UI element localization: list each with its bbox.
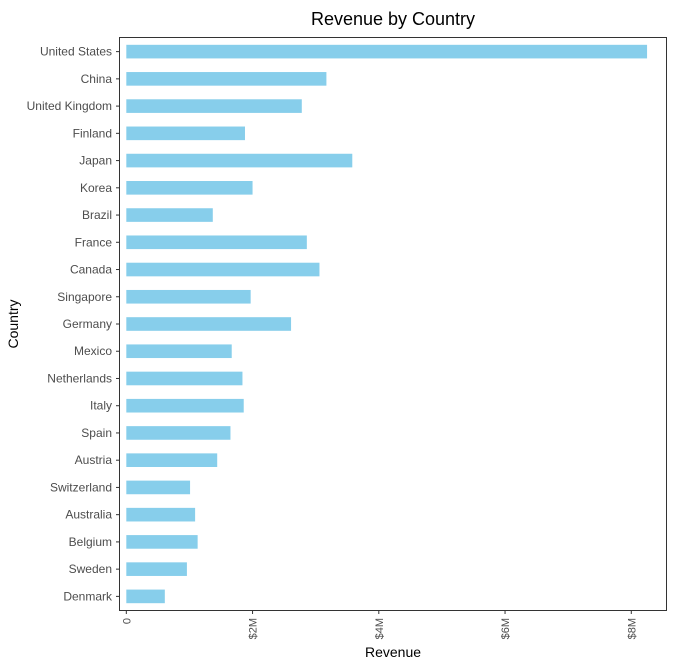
y-axis: United States China United Kingdom Finland J… [27,45,120,603]
y-tick-label: Brazil [82,208,112,222]
y-tick-label: Mexico [74,344,112,358]
chart-title: Revenue by Country [311,9,475,29]
x-tick-label: $4M [374,618,386,639]
bar [126,535,198,549]
bars-group [126,44,648,604]
bar [126,453,218,467]
y-tick-label: China [81,72,113,86]
bar [126,507,196,522]
bar [126,562,187,576]
bar [126,426,231,440]
bar [126,99,302,113]
y-tick-label: Singapore [57,290,112,304]
x-tick-label: $6M [500,618,512,639]
bar [126,235,307,250]
x-axis-title: Revenue [365,644,421,660]
bar [126,480,191,495]
y-tick-label: United States [40,45,112,59]
y-tick-label: Denmark [63,589,113,603]
y-tick-label: Spain [81,426,112,440]
bar [126,344,232,359]
x-axis: 0 $2M $4M $6M $8M [121,610,638,639]
y-tick-label: Belgium [69,535,112,549]
x-tick-label: $2M [248,618,260,639]
bar [126,208,213,222]
y-tick-label: Korea [80,181,112,195]
y-tick-label: France [75,235,113,249]
bar [126,44,648,59]
bar [126,126,245,141]
bar [126,398,244,413]
y-tick-label: Italy [90,399,112,413]
y-tick-label: Australia [65,508,112,522]
bar [126,289,251,304]
y-tick-label: Sweden [69,562,112,576]
y-axis-title: Country [5,299,21,348]
bar [126,371,243,386]
y-tick-label: Canada [70,263,112,277]
bar [126,153,353,168]
y-tick-label: Japan [79,154,112,168]
x-tick-label: $8M [626,618,638,639]
x-tick-label: 0 [121,618,133,624]
y-tick-label: Netherlands [47,371,112,385]
y-tick-label: Switzerland [50,480,112,494]
bar [126,181,253,195]
bar [126,317,292,331]
bar [126,262,320,277]
y-tick-label: Germany [63,317,112,331]
bar [126,72,327,86]
y-tick-label: Austria [75,453,113,467]
y-tick-label: United Kingdom [27,99,112,113]
bar [126,589,165,604]
y-tick-label: Finland [73,126,112,140]
